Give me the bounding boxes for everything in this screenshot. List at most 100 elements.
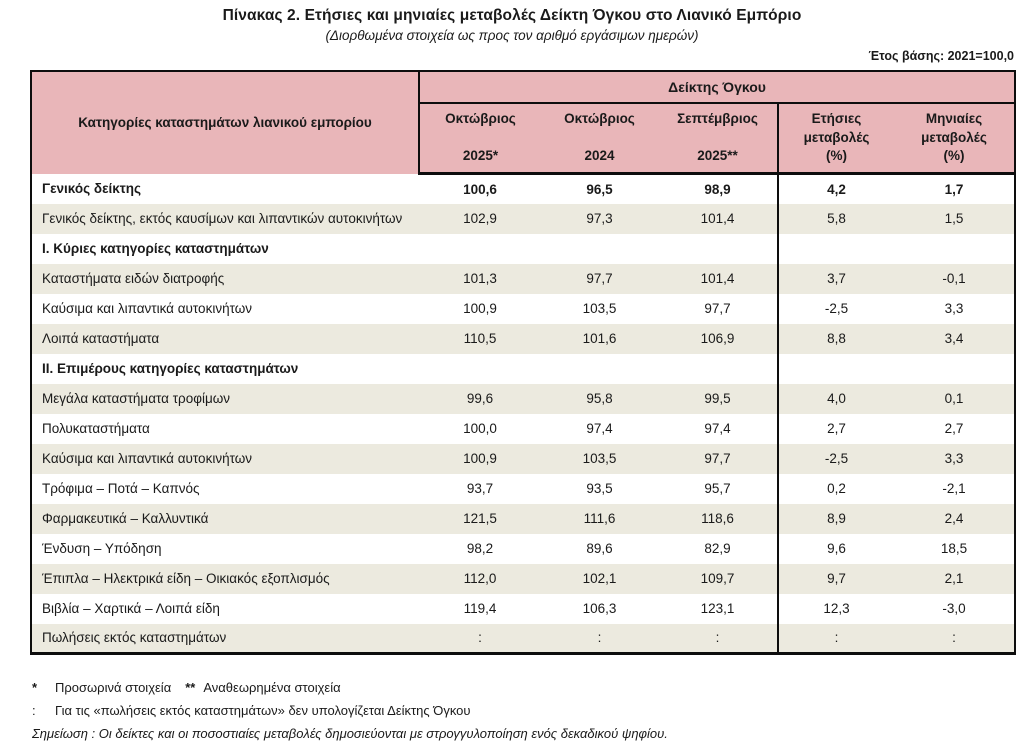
cell-value xyxy=(894,354,1015,384)
cell-value: 119,4 xyxy=(463,601,497,616)
cell-value xyxy=(419,234,541,264)
column-header-line: (%) xyxy=(826,148,847,164)
asterisk-symbol: * xyxy=(32,680,38,695)
footnote-provisional: * Προσωρινά στοιχεία ** Αναθεωρημένα στοιχε… xyxy=(32,676,668,699)
cell-value: 1,5 xyxy=(944,211,964,226)
volume-index-table: Κατηγορίες καταστημάτων λιανικού εμπορίο… xyxy=(30,70,1017,655)
row-label: Γενικός δείκτης, εκτός καυσίμων και λιπα… xyxy=(42,210,403,226)
footnote-text: Αναθεωρημένα στοιχεία xyxy=(203,680,341,695)
cell-value: : xyxy=(777,623,894,654)
cell-value: 101,4 xyxy=(700,271,735,286)
cell-value xyxy=(777,353,894,384)
table-row: Γενικός δείκτης 100,6 96,5 98,9 4,2 1,7 xyxy=(31,173,1015,204)
cell-value: 0,1 xyxy=(944,391,964,406)
table-row: Τρόφιμα – Ποτά – Καπνός 93,7 93,5 95,7 0,2 -2… xyxy=(31,473,1015,504)
cell-value: 5,8 xyxy=(777,203,894,234)
base-year-label: Έτος βάσης: 2021=100,0 xyxy=(868,49,1014,63)
section-row: ΙΙ. Επιμέρους κατηγορίες καταστημάτων xyxy=(31,353,1015,384)
cell-value: : xyxy=(597,630,602,646)
cell-value: 103,5 xyxy=(582,301,617,316)
cell-value: 97,4 xyxy=(704,421,731,436)
cell-value: -3,0 xyxy=(942,601,966,616)
column-header-year: 2024 xyxy=(584,148,615,164)
cell-value: 123,1 xyxy=(700,601,735,616)
cell-value: -2,1 xyxy=(942,481,966,496)
volume-index-group-header: Δείκτης Όγκου xyxy=(419,71,1016,104)
column-header-annual-change: Ετήσιες μεταβολές (%) xyxy=(777,103,894,175)
header-sub-row: Οκτώβριος 2025* Οκτώβριος 2024 Σεπτέμβρι… xyxy=(31,103,1016,175)
cell-value: 100,0 xyxy=(463,421,497,436)
table-row: Πολυκαταστήματα 100,0 97,4 97,4 2,7 2,7 xyxy=(31,413,1015,444)
cell-value: 97,7 xyxy=(704,301,731,316)
cell-value: 1,7 xyxy=(944,181,964,197)
cell-value: 2,1 xyxy=(944,571,964,586)
cell-value: 0,2 xyxy=(777,473,894,504)
row-label: Καταστήματα ειδών διατροφής xyxy=(42,270,225,286)
cell-value: 97,3 xyxy=(586,211,613,226)
column-header-line: μεταβολές xyxy=(921,129,987,145)
table-row: Φαρμακευτικά – Καλλυντικά 121,5 111,6 118,6… xyxy=(31,503,1016,534)
cell-value xyxy=(541,234,658,264)
section-row: Ι. Κύριες κατηγορίες καταστημάτων xyxy=(31,233,1015,264)
cell-value: 82,9 xyxy=(704,541,731,556)
cell-value: 97,7 xyxy=(586,271,613,286)
row-label: Πολυκαταστήματα xyxy=(42,420,150,436)
row-label: Καύσιμα και λιπαντικά αυτοκινήτων xyxy=(42,300,253,316)
cell-value: 18,5 xyxy=(940,541,968,556)
row-label: Ι. Κύριες κατηγορίες καταστημάτων xyxy=(42,240,269,256)
cell-value: 100,6 xyxy=(463,181,497,197)
footnote-text: Προσωρινά στοιχεία xyxy=(55,680,172,695)
header-group-row: Κατηγορίες καταστημάτων λιανικού εμπορίο… xyxy=(31,71,1016,174)
row-label: Γενικός δείκτης xyxy=(42,180,142,196)
table-row: Καταστήματα ειδών διατροφής 101,3 97,7 101,… xyxy=(31,263,1016,294)
cell-value: 121,5 xyxy=(463,511,497,526)
cell-value: 98,9 xyxy=(704,181,731,197)
footnote-rounding: Σημείωση : Οι δείκτες και οι ποσοστιαίες… xyxy=(32,722,668,745)
cell-value: 3,4 xyxy=(944,331,964,346)
row-label: Μεγάλα καταστήματα τροφίμων xyxy=(42,390,231,406)
cell-value: 98,2 xyxy=(466,541,494,556)
cell-value: 101,3 xyxy=(463,271,497,286)
cell-value: 102,1 xyxy=(582,571,617,586)
cell-value xyxy=(894,234,1015,264)
cell-value: 101,6 xyxy=(582,331,617,346)
cell-value: 2,7 xyxy=(944,421,964,436)
row-label: Φαρμακευτικά – Καλλυντικά xyxy=(42,510,209,526)
cell-value: 95,8 xyxy=(586,391,613,406)
footnote-text: Για τις «πωλήσεις εκτός καταστημάτων» δε… xyxy=(55,703,471,718)
cell-value: 12,3 xyxy=(777,593,894,624)
cell-value: 4,0 xyxy=(777,383,894,414)
column-header-sep-2025: Σεπτέμβριος 2025** xyxy=(658,103,778,175)
column-header-year: 2025* xyxy=(462,148,499,164)
cell-value: 9,7 xyxy=(777,563,894,594)
cell-value: 111,6 xyxy=(583,511,616,526)
cell-value xyxy=(658,354,778,384)
cell-value: 95,7 xyxy=(704,481,731,496)
row-label: Πωλήσεις εκτός καταστημάτων xyxy=(42,629,227,645)
cell-value: 99,5 xyxy=(704,391,731,406)
cell-value: 106,9 xyxy=(700,331,735,346)
row-label: Λοιπά καταστήματα xyxy=(42,330,160,346)
column-header-line: Μηνιαίες xyxy=(925,111,983,126)
cell-value: 97,4 xyxy=(586,421,613,436)
cell-value: 4,2 xyxy=(777,173,894,204)
cell-value: 97,7 xyxy=(704,451,731,466)
table-row: Γενικός δείκτης, εκτός καυσίμων και λιπα… xyxy=(31,203,1016,234)
column-header-line: (%) xyxy=(943,148,965,164)
cell-value: 89,6 xyxy=(586,541,613,556)
row-label: ΙΙ. Επιμέρους κατηγορίες καταστημάτων xyxy=(42,360,299,376)
cell-value: 100,9 xyxy=(463,451,497,466)
cell-value: 8,8 xyxy=(777,323,894,354)
table-row: Καύσιμα και λιπαντικά αυτοκινήτων 100,9 10… xyxy=(31,293,1015,324)
row-label: Καύσιμα και λιπαντικά αυτοκινήτων xyxy=(42,450,253,466)
row-label: Τρόφιμα – Ποτά – Καπνός xyxy=(42,480,200,496)
table-row: Λοιπά καταστήματα 110,5 101,6 106,9 8,8 3,4 xyxy=(31,323,1016,354)
row-label: Ένδυση – Υπόδηση xyxy=(42,540,162,556)
table-row: Μεγάλα καταστήματα τροφίμων 99,6 95,8 99,5 4… xyxy=(31,383,1016,414)
cell-value: 93,5 xyxy=(586,481,613,496)
cell-value: : xyxy=(952,630,956,646)
cell-value: 3,3 xyxy=(944,301,964,316)
cell-value: 102,9 xyxy=(463,211,497,226)
row-label: Έπιπλα – Ηλεκτρικά είδη – Οικιακός εξοπλ… xyxy=(42,570,330,586)
